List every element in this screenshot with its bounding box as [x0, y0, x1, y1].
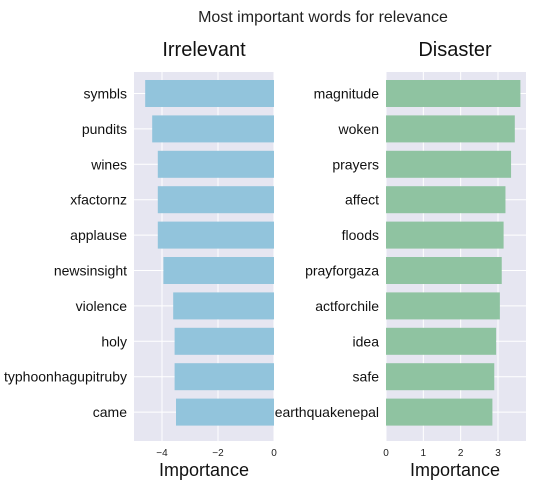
- category-label: actforchile: [315, 298, 379, 314]
- panel-disaster-xlabel: Importance: [410, 460, 500, 480]
- panel-disaster: magnitude woken prayers affect floods prayfor…: [275, 39, 526, 480]
- category-label: violence: [76, 298, 128, 314]
- category-label: earthquakenepal: [275, 404, 379, 420]
- panel-irrelevant: symbls pundits wines xfactornz applause newsi…: [4, 39, 277, 480]
- bar-disaster-woken: [386, 115, 515, 143]
- panel-irrelevant-tick-labels: −4 −2 0: [156, 448, 277, 459]
- bar-irrelevant-wines: [157, 150, 274, 178]
- x-tick-label: 0: [271, 448, 277, 459]
- bar-irrelevant-symbls: [145, 80, 274, 107]
- bar-disaster-prayforgaza: [386, 257, 502, 284]
- bar-irrelevant-came: [176, 398, 274, 426]
- category-label: floods: [342, 227, 379, 243]
- category-label: xfactornz: [70, 192, 127, 208]
- category-label: affect: [345, 192, 379, 208]
- bar-disaster-affect: [386, 186, 506, 214]
- bar-disaster-earthquakenepal: [386, 398, 493, 426]
- category-label: woken: [338, 121, 379, 137]
- category-label: magnitude: [314, 86, 380, 102]
- bar-irrelevant-newsinsight: [163, 257, 274, 284]
- category-label: applause: [70, 227, 127, 243]
- x-tick-label: 0: [383, 448, 389, 459]
- panel-disaster-tick-labels: 0 1 2 3: [383, 448, 501, 459]
- category-label: prayforgaza: [305, 263, 379, 279]
- category-label: typhoonhagupitruby: [4, 369, 127, 385]
- panel-disaster-bars: [386, 80, 521, 426]
- bar-irrelevant-typhoonhagupitruby: [174, 363, 274, 391]
- panel-irrelevant-title: Irrelevant: [162, 39, 246, 61]
- bar-disaster-prayers: [386, 150, 512, 178]
- panel-irrelevant-bars: [145, 80, 274, 426]
- category-label: prayers: [332, 156, 379, 172]
- x-tick-label: 3: [495, 448, 501, 459]
- panel-irrelevant-xlabel: Importance: [159, 460, 249, 480]
- panel-irrelevant-category-labels: symbls pundits wines xfactornz applause newsi…: [4, 86, 127, 421]
- bar-irrelevant-pundits: [152, 115, 274, 143]
- bar-disaster-idea: [386, 327, 497, 355]
- bar-irrelevant-holy: [174, 327, 274, 355]
- x-tick-label: −2: [212, 448, 224, 459]
- chart-suptitle: Most important words for relevance: [198, 9, 448, 26]
- category-label: wines: [90, 156, 127, 172]
- x-tick-label: 2: [458, 448, 464, 459]
- panel-disaster-title: Disaster: [418, 39, 492, 61]
- panel-disaster-category-labels: magnitude woken prayers affect floods prayfor…: [275, 86, 380, 421]
- bar-irrelevant-applause: [157, 221, 274, 249]
- bar-disaster-floods: [386, 221, 504, 249]
- category-label: pundits: [82, 121, 127, 137]
- category-label: holy: [101, 333, 127, 349]
- category-label: safe: [353, 369, 380, 385]
- bar-disaster-actforchile: [386, 292, 500, 320]
- category-label: idea: [353, 333, 380, 349]
- bar-irrelevant-xfactornz: [157, 186, 274, 214]
- category-label: symbls: [83, 86, 127, 102]
- category-label: came: [93, 404, 127, 420]
- category-label: newsinsight: [54, 263, 127, 279]
- bar-disaster-magnitude: [386, 80, 521, 107]
- bar-irrelevant-violence: [173, 292, 274, 320]
- x-tick-label: 1: [421, 448, 427, 459]
- x-tick-label: −4: [156, 448, 168, 459]
- bar-disaster-safe: [386, 363, 495, 391]
